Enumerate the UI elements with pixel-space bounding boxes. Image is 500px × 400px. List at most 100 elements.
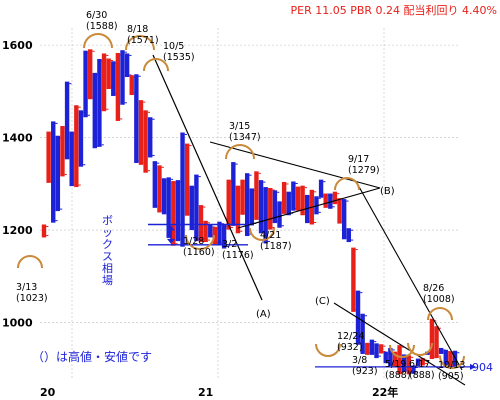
candle — [69, 131, 74, 187]
candle — [351, 247, 356, 312]
candle — [148, 117, 153, 158]
candle — [300, 185, 305, 216]
candle — [388, 347, 393, 366]
highlight-arc — [249, 227, 275, 241]
candle — [143, 110, 148, 173]
price-annotation: (1187) — [260, 241, 292, 252]
candle — [443, 349, 448, 366]
candle — [60, 126, 65, 177]
highlight-arc — [185, 234, 215, 250]
candle — [346, 228, 351, 243]
candle — [402, 354, 407, 372]
candle — [198, 205, 204, 243]
candle — [157, 165, 162, 213]
candle — [51, 121, 56, 223]
candle — [175, 180, 181, 242]
highlight-arc — [407, 342, 433, 356]
candle — [406, 355, 412, 375]
candle — [78, 110, 84, 167]
candle — [46, 131, 51, 183]
trendline-label: (C) — [315, 296, 330, 307]
price-annotation: 5/19 — [385, 359, 406, 370]
price-annotation: (1588) — [86, 21, 118, 32]
price-annotation: 12/24 — [337, 331, 364, 342]
y-tick-label: 1200 — [2, 224, 33, 237]
box-label-char: 相 — [102, 262, 113, 275]
candle — [106, 58, 111, 90]
price-annotation: 9/17 — [348, 154, 369, 165]
trendline-a — [152, 54, 263, 301]
candle — [378, 344, 384, 354]
x-tick-label: 21 — [198, 386, 213, 399]
box-label-char: 場 — [102, 274, 113, 287]
trendline-c — [333, 302, 466, 386]
candle — [120, 50, 125, 105]
box-label-char: ボ — [102, 214, 113, 227]
price-annotation: (905) — [438, 371, 464, 382]
candle — [254, 171, 259, 220]
footer-note: （）は高値・安値です — [32, 349, 152, 364]
highlight-arc — [334, 177, 360, 191]
price-annotation: 6/30 — [86, 10, 107, 21]
price-annotation: (932) — [337, 342, 363, 353]
candle — [341, 199, 347, 240]
price-annotation: 3/8 — [352, 355, 367, 366]
candle — [318, 179, 324, 198]
highlight-arc — [389, 344, 415, 358]
price-annotation: 10/5 — [163, 41, 184, 52]
candle — [360, 313, 365, 354]
price-annotation: (923) — [352, 366, 378, 377]
candle — [240, 179, 245, 215]
candle — [328, 193, 333, 209]
trendline-label: (B) — [380, 186, 395, 197]
y-tick-label: 1000 — [2, 317, 33, 330]
price-annotation: (1176) — [222, 250, 254, 261]
candle — [286, 191, 291, 216]
candle — [397, 345, 402, 375]
candle — [420, 358, 425, 366]
candle — [217, 221, 222, 245]
box-label-char: ッ — [102, 226, 113, 239]
price-annotation: 3/15 — [229, 121, 250, 132]
candle — [129, 75, 134, 96]
candle — [83, 50, 88, 118]
price-annotation: (888) — [385, 370, 411, 381]
candle — [97, 58, 102, 147]
candle — [226, 179, 231, 230]
axis-layer: 1000 1200 1400 1600 20 21 22年 — [2, 39, 398, 399]
candle — [194, 174, 199, 242]
x-tick-label: 20 — [40, 386, 56, 399]
price-annotation: 1/28 — [183, 236, 204, 247]
candle — [277, 201, 282, 228]
candle — [244, 173, 250, 237]
box-label-char: ス — [102, 250, 113, 263]
candle — [152, 161, 158, 208]
price-annotation: 3/2 — [222, 239, 237, 250]
price-annotation: 6/17 — [409, 359, 430, 370]
price-annotation: 4/21 — [260, 230, 281, 241]
candle — [434, 326, 439, 359]
trendline-b-upper — [209, 141, 381, 189]
box-label-char: ク — [102, 238, 113, 251]
candle — [268, 187, 273, 230]
candle — [369, 339, 375, 355]
candle — [323, 193, 328, 208]
candle — [249, 188, 255, 226]
support-arrow — [470, 363, 476, 370]
candle — [392, 351, 398, 367]
candle — [161, 178, 167, 215]
candle — [166, 177, 171, 238]
price-annotation: 8/18 — [127, 24, 148, 35]
candle — [55, 135, 61, 212]
candle — [41, 224, 47, 238]
candle — [429, 318, 435, 360]
candle — [374, 343, 379, 359]
y-tick-label: 1400 — [2, 132, 33, 145]
trendline-d — [357, 184, 463, 371]
price-annotation: (1008) — [423, 294, 455, 305]
price-annotation: (1160) — [183, 247, 215, 258]
candle — [291, 181, 296, 211]
candle — [295, 186, 301, 211]
price-annotation: 3/13 — [16, 282, 37, 293]
